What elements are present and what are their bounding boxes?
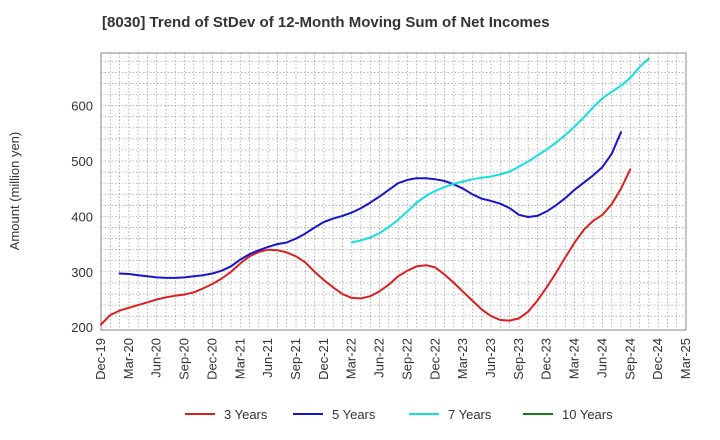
series-line-3-years xyxy=(100,168,632,326)
y-tick-label: 400 xyxy=(71,209,93,224)
y-axis-label: Amount (million yen) xyxy=(7,132,22,251)
x-tick-label: Sep-22 xyxy=(399,338,414,380)
x-tick-label: Jun-20 xyxy=(149,338,164,378)
x-tick-label: Mar-20 xyxy=(121,338,136,379)
x-tick-label: Mar-21 xyxy=(232,338,247,379)
x-tick-label: Jun-22 xyxy=(372,338,387,378)
x-tick-label: Dec-24 xyxy=(650,338,665,380)
legend-item: 3 Years xyxy=(185,407,268,422)
x-tick-label: Mar-23 xyxy=(455,338,470,379)
legend-item: 7 Years xyxy=(409,407,492,422)
grid xyxy=(101,53,686,330)
x-tick-label: Dec-19 xyxy=(93,338,108,380)
x-tick-label: Mar-24 xyxy=(567,338,582,379)
x-tick-label: Dec-22 xyxy=(427,338,442,380)
x-axis-ticks: Dec-19 Mar-20 Jun-20 Sep-20 Dec-20 Mar-21 Jun-… xyxy=(93,338,693,380)
legend-label: 3 Years xyxy=(224,407,268,422)
y-tick-label: 300 xyxy=(71,265,93,280)
y-tick-label: 200 xyxy=(71,320,93,335)
legend-item: 5 Years xyxy=(293,407,376,422)
y-axis-ticks: 200 300 400 500 600 xyxy=(71,99,93,336)
x-tick-label: Sep-20 xyxy=(177,338,192,380)
series-line-5-years xyxy=(118,131,622,279)
x-tick-label: Sep-24 xyxy=(622,338,637,380)
x-tick-label: Jun-21 xyxy=(260,338,275,378)
plot-frame xyxy=(100,52,687,331)
legend-label: 7 Years xyxy=(448,407,492,422)
x-tick-label: Dec-23 xyxy=(539,338,554,380)
x-tick-label: Jun-24 xyxy=(594,338,609,378)
x-tick-label: Sep-21 xyxy=(288,338,303,380)
x-tick-label: Jun-23 xyxy=(483,338,498,378)
series-line-7-years xyxy=(350,57,650,244)
x-tick-label: Dec-20 xyxy=(204,338,219,380)
y-tick-label: 600 xyxy=(71,99,93,114)
x-tick-label: Dec-21 xyxy=(316,338,331,380)
legend-label: 5 Years xyxy=(332,407,376,422)
legend: 3 Years 5 Years 7 Years 10 Years xyxy=(185,407,613,422)
x-tick-label: Sep-23 xyxy=(511,338,526,380)
series-layer xyxy=(100,57,650,326)
legend-label: 10 Years xyxy=(562,407,613,422)
chart-title: [8030] Trend of StDev of 12-Month Moving… xyxy=(102,14,550,31)
legend-item: 10 Years xyxy=(523,407,613,422)
y-tick-label: 500 xyxy=(71,154,93,169)
x-tick-label: Mar-22 xyxy=(344,338,359,379)
x-tick-label: Mar-25 xyxy=(678,338,693,379)
